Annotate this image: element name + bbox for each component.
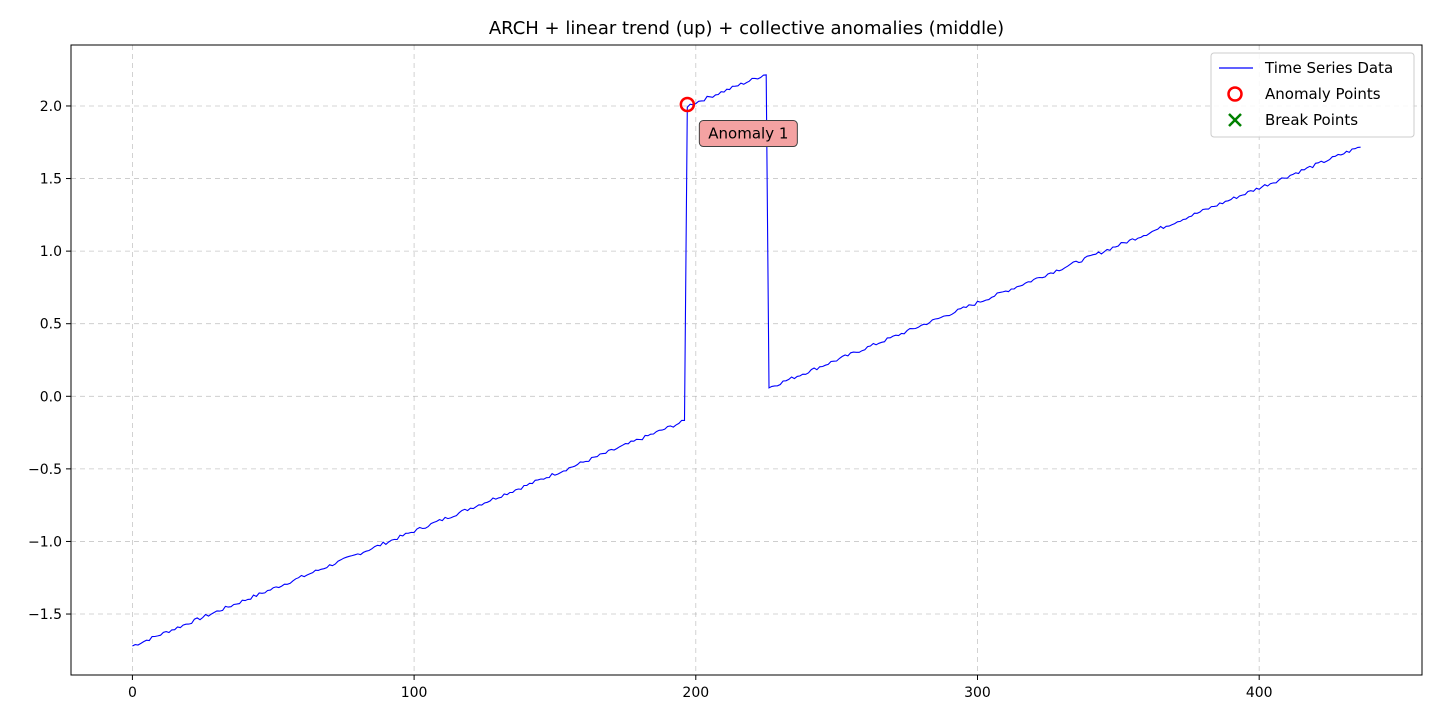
y-tick-label: 2.0 — [40, 99, 62, 115]
annotation-box — [698, 120, 798, 148]
legend-circle-marker — [1227, 86, 1243, 102]
x-tick-label: 0 — [128, 685, 137, 701]
x-tick-label: 200 — [682, 685, 709, 701]
y-tick-label: 0.5 — [40, 317, 62, 333]
legend-label: Time Series Data — [1264, 59, 1393, 77]
y-tick-label: −1.0 — [28, 534, 62, 550]
y-tick-label: −0.5 — [28, 462, 62, 478]
legend-x-marker — [1228, 113, 1242, 127]
x-tick-label: 300 — [964, 685, 991, 701]
x-tick-label: 100 — [401, 685, 428, 701]
y-tick-label: 1.0 — [40, 244, 62, 260]
y-tick-label: 0.0 — [40, 389, 62, 405]
y-tick-label: 1.5 — [40, 172, 62, 188]
plot-frame — [70, 44, 1423, 676]
anomaly-point — [679, 96, 696, 113]
legend-label: Anomaly Points — [1265, 85, 1381, 103]
series-line-time-series-data — [132, 74, 1361, 647]
legend-label: Break Points — [1265, 111, 1358, 129]
y-tick-label: −1.5 — [28, 607, 62, 623]
x-tick-label: 400 — [1246, 685, 1273, 701]
chart-title: ARCH + linear trend (up) + collective an… — [489, 18, 1004, 39]
legend-box — [1210, 52, 1415, 138]
annotation-label: Anomaly 1 — [708, 125, 788, 143]
